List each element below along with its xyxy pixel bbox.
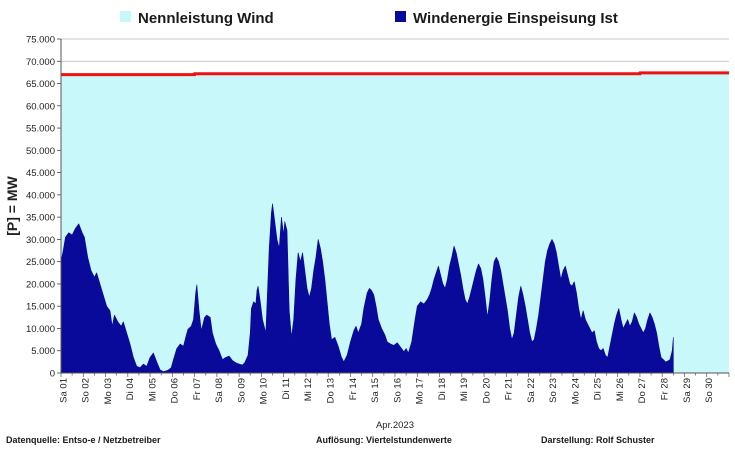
x-tick-label: Mo 03 bbox=[103, 378, 114, 404]
x-tick-label: Fr 28 bbox=[659, 378, 670, 400]
y-tick-label: 55.000 bbox=[26, 124, 55, 135]
x-tick-label: Di 11 bbox=[281, 378, 292, 399]
legend-label-feed: Windenergie Einspeisung Ist bbox=[413, 10, 618, 27]
y-tick-label: 25.000 bbox=[26, 257, 55, 268]
x-tick-label: Sa 15 bbox=[370, 378, 381, 403]
x-tick-label: Do 06 bbox=[170, 378, 181, 403]
x-tick-label: Fr 07 bbox=[192, 378, 203, 400]
series-layer bbox=[60, 71, 729, 374]
x-tick-label: Mo 10 bbox=[259, 378, 270, 404]
x-tick-label: Mi 05 bbox=[147, 378, 158, 401]
x-tick-label: Di 18 bbox=[437, 378, 448, 400]
footer-author: Darstellung: Rolf Schuster bbox=[541, 435, 655, 445]
y-tick-label: 10.000 bbox=[26, 324, 55, 335]
footer: Datenquelle: Entso-e / Netzbetreiber Auf… bbox=[6, 435, 655, 445]
y-tick-label: 20.000 bbox=[26, 279, 55, 290]
x-tick-label: Mi 19 bbox=[459, 378, 470, 401]
y-tick-label: 45.000 bbox=[26, 168, 55, 179]
x-tick-label: So 02 bbox=[81, 378, 92, 403]
x-tick-label: Mo 24 bbox=[570, 378, 581, 404]
x-tick-label: Sa 08 bbox=[214, 378, 225, 403]
x-tick-label: Do 13 bbox=[325, 378, 336, 403]
legend-swatch-capacity bbox=[120, 11, 131, 22]
x-tick-label: Mo 17 bbox=[415, 378, 426, 404]
y-tick-label: 70.000 bbox=[26, 57, 55, 68]
series-feed-area bbox=[60, 203, 674, 374]
x-tick-label: Do 27 bbox=[637, 378, 648, 403]
x-tick-label: So 16 bbox=[392, 378, 403, 403]
legend: Nennleistung Wind Windenergie Einspeisun… bbox=[120, 10, 618, 27]
footer-source: Datenquelle: Entso-e / Netzbetreiber bbox=[6, 435, 161, 445]
y-tick-label: 65.000 bbox=[26, 79, 55, 90]
y-tick-labels: 0 5.000 10.000 15.000 20.000 25.000 30.000 35.0… bbox=[26, 35, 55, 380]
y-tick-label: 15.000 bbox=[26, 302, 55, 313]
y-tick-label: 50.000 bbox=[26, 146, 55, 157]
x-axis-title: Apr.2023 bbox=[376, 420, 414, 431]
x-tick-label: Fr 21 bbox=[504, 378, 515, 400]
series-capacity-line bbox=[61, 71, 729, 77]
y-axis-title: [P] = MW bbox=[4, 175, 20, 235]
legend-swatch-feed bbox=[395, 11, 406, 22]
y-tick-label: 30.000 bbox=[26, 235, 55, 246]
x-tick-label: Sa 01 bbox=[58, 378, 69, 403]
y-tick-label: 35.000 bbox=[26, 213, 55, 224]
x-tick-labels: Sa 01 So 02 Mo 03 Di 04 Mi 05 Do 06 Fr 07 Sa 08… bbox=[58, 378, 715, 404]
y-tick-label: 60.000 bbox=[26, 101, 55, 112]
axes bbox=[60, 39, 730, 377]
x-tick-label: Di 04 bbox=[125, 378, 136, 400]
x-tick-label: So 09 bbox=[236, 378, 247, 403]
y-tick-label: 40.000 bbox=[26, 190, 55, 201]
x-tick-label: Sa 29 bbox=[682, 378, 693, 403]
footer-resolution: Auflösung: Viertelstundenwerte bbox=[316, 435, 452, 445]
y-tick-label: 5.000 bbox=[31, 346, 55, 357]
x-tick-label: Mi 12 bbox=[303, 378, 314, 401]
x-tick-label: Fr 14 bbox=[348, 378, 359, 400]
x-tick-label: Mi 26 bbox=[615, 378, 626, 401]
y-tick-label: 75.000 bbox=[26, 35, 55, 46]
legend-item-feed[interactable]: Windenergie Einspeisung Ist bbox=[395, 10, 618, 27]
y-tick-label: 0 bbox=[50, 369, 55, 380]
x-tick-label: Do 20 bbox=[481, 378, 492, 403]
x-tick-label: Di 25 bbox=[593, 378, 604, 400]
x-tick-label: Sa 22 bbox=[526, 378, 537, 403]
legend-item-capacity[interactable]: Nennleistung Wind bbox=[120, 10, 274, 27]
x-tick-label: So 23 bbox=[548, 378, 559, 403]
x-tick-label: So 30 bbox=[704, 378, 715, 403]
legend-label-capacity: Nennleistung Wind bbox=[138, 10, 274, 27]
